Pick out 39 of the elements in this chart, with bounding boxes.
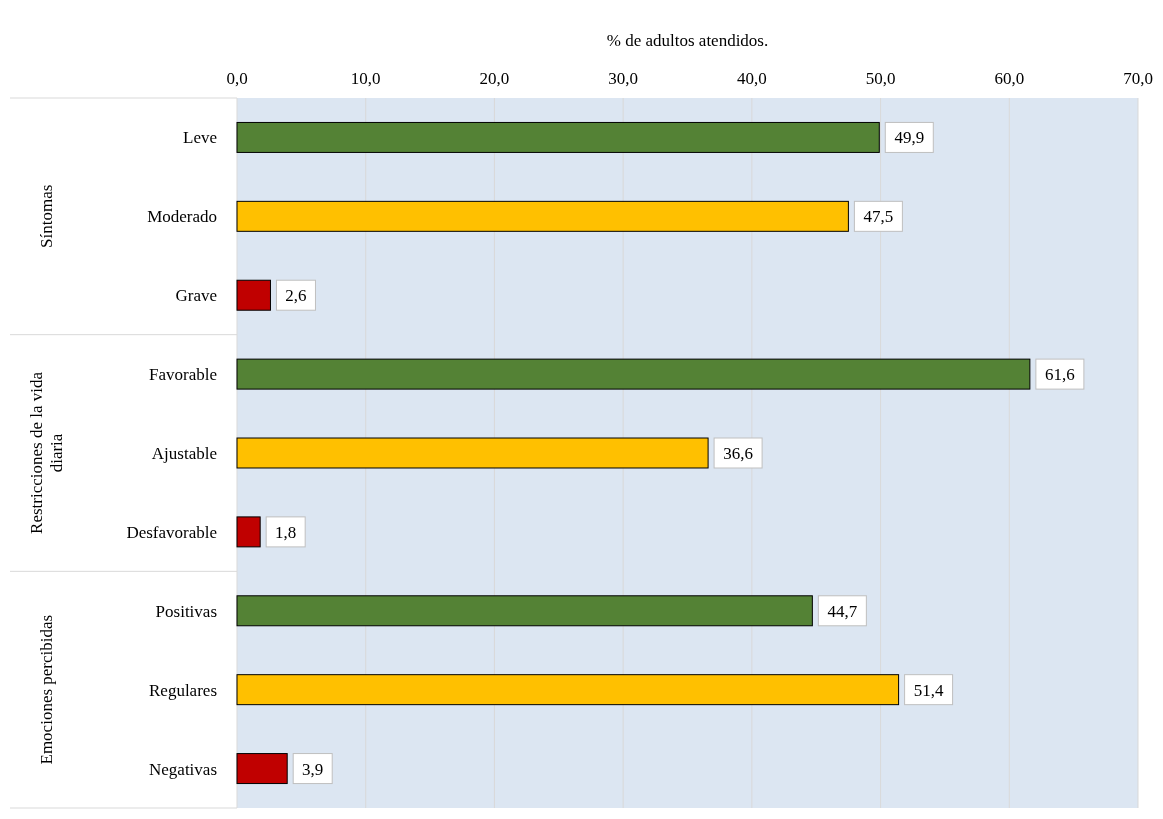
y-tick-label: Regulares <box>149 680 217 700</box>
data-label: 1,8 <box>275 522 297 542</box>
data-label: 36,6 <box>723 444 753 463</box>
y-tick-label: Positivas <box>155 601 217 621</box>
x-tick-label: 20,0 <box>479 69 510 88</box>
data-label: 47,5 <box>863 207 894 227</box>
bar <box>236 674 900 706</box>
bar <box>236 279 271 311</box>
x-tick-label: 40,0 <box>736 69 767 88</box>
data-label: 2,6 <box>285 286 307 306</box>
data-label: 61,6 <box>1045 365 1075 385</box>
bar <box>236 595 813 627</box>
y-tick-label: Moderado <box>147 207 217 227</box>
text: Emociones percibidas <box>37 614 56 765</box>
bar <box>236 121 880 153</box>
bar <box>236 516 261 548</box>
text: Síntomas <box>37 184 56 248</box>
y-tick-label: Favorable <box>149 365 217 385</box>
x-tick-label: 50,0 <box>865 69 896 88</box>
y-tick-label: Grave <box>175 286 217 306</box>
x-tick-label: 0,0 <box>226 69 248 88</box>
y-tick-label: Desfavorable <box>126 522 217 542</box>
bar <box>236 753 288 785</box>
data-label: 51,4 <box>913 680 944 700</box>
y-tick-label: Negativas <box>149 759 217 779</box>
data-label: 44,7 <box>827 601 858 621</box>
x-tick-label: 30,0 <box>608 69 639 88</box>
y-tick-label: Ajustable <box>151 444 217 463</box>
x-tick-label: 10,0 <box>350 69 381 88</box>
data-label: 3,9 <box>302 759 324 779</box>
bar <box>236 358 1031 390</box>
bar <box>236 200 849 232</box>
x-axis-title: % de adultos atendidos. <box>606 31 769 50</box>
text: Restricciones de la vida diaria <box>27 371 66 534</box>
x-tick-label: 70,0 <box>1123 69 1153 88</box>
bar <box>236 437 709 469</box>
data-label: 49,9 <box>894 128 925 148</box>
y-tick-label: Leve <box>183 128 217 148</box>
x-tick-label: 60,0 <box>994 69 1025 88</box>
